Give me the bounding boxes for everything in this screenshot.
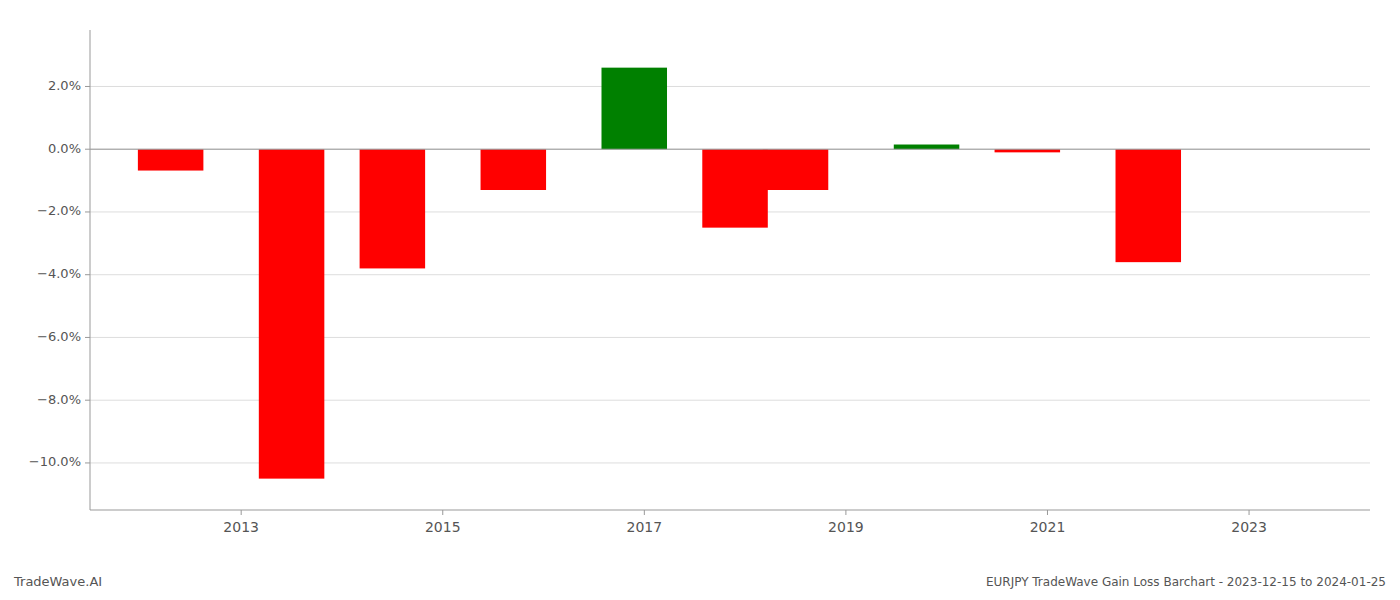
- y-tick-label: 0.0%: [48, 141, 81, 156]
- bar: [702, 149, 768, 227]
- x-tick: [442, 510, 443, 515]
- bar: [1116, 149, 1182, 262]
- y-tick-label: −4.0%: [37, 266, 81, 281]
- y-axis-line: [90, 30, 91, 510]
- y-tick: [85, 274, 90, 275]
- zero-line: [90, 149, 1370, 150]
- y-tick-label: 2.0%: [48, 78, 81, 93]
- x-tick-label: 2021: [1030, 519, 1066, 535]
- x-tick: [1047, 510, 1048, 515]
- bars: [138, 68, 1181, 479]
- grid-line: [90, 86, 1370, 87]
- title: EURJPY TradeWave Gain Loss Barchart - 20…: [986, 575, 1386, 589]
- y-tick: [85, 86, 90, 87]
- watermark: TradeWave.AI: [13, 574, 102, 589]
- bar: [138, 149, 204, 170]
- bar: [894, 145, 960, 150]
- bar: [763, 149, 829, 190]
- x-tick: [241, 510, 242, 515]
- x-tick: [845, 510, 846, 515]
- x-tick-label: 2015: [425, 519, 461, 535]
- x-tick-label: 2017: [627, 519, 663, 535]
- y-tick-label: −6.0%: [37, 329, 81, 344]
- y-tick: [85, 400, 90, 401]
- bar: [259, 149, 325, 478]
- y-tick: [85, 211, 90, 212]
- y-tick: [85, 337, 90, 338]
- y-tick: [85, 149, 90, 150]
- x-axis-line: [90, 510, 1370, 511]
- bar: [601, 68, 667, 150]
- y-tick-label: −10.0%: [29, 454, 81, 469]
- y-tick-label: −2.0%: [37, 203, 81, 218]
- x-tick: [1249, 510, 1250, 515]
- x-tick-label: 2023: [1231, 519, 1267, 535]
- bar: [481, 149, 547, 190]
- grid-line: [90, 149, 1370, 150]
- bar: [360, 149, 426, 268]
- y-tick-label: −8.0%: [37, 392, 81, 407]
- chart: −10.0% −8.0% −6.0% −4.0% −2.0% 0.0% 2.0% 2013 20…: [0, 0, 1400, 600]
- x-tick: [644, 510, 645, 515]
- x-tick-label: 2019: [828, 519, 864, 535]
- x-tick-label: 2013: [223, 519, 259, 535]
- y-tick: [85, 462, 90, 463]
